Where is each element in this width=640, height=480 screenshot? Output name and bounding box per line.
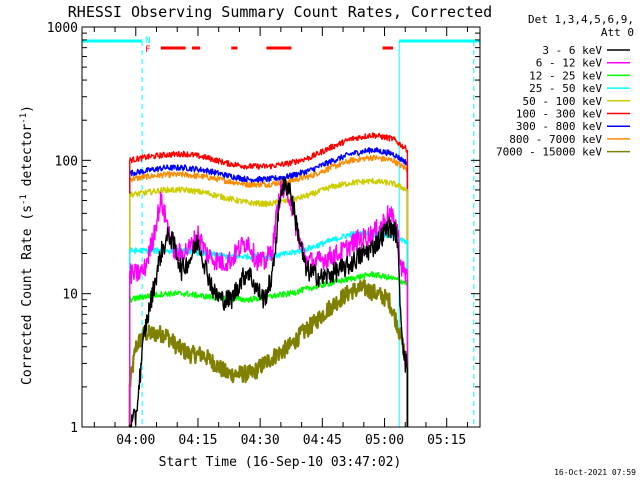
legend-label-2: 12 - 25 keV	[529, 69, 602, 82]
y-axis-label-sup1: -1	[19, 194, 29, 205]
legend-label-7: 800 - 7000 keV	[509, 133, 602, 146]
y-tick-label-0: 1	[70, 421, 78, 436]
legend-label-1: 6 - 12 keV	[536, 57, 603, 70]
legend-label-8: 7000 - 15000 keV	[496, 146, 602, 159]
legend-label-5: 100 - 300 keV	[516, 108, 602, 121]
flare-flag-label: F	[145, 45, 150, 55]
x-tick-label-1: 04:15	[178, 433, 217, 448]
y-axis-label-sup2: -1	[19, 113, 29, 124]
y-tick-label-2: 100	[55, 154, 78, 169]
legend-label-4: 50 - 100 keV	[523, 95, 603, 108]
y-axis-label-mid: detector	[20, 124, 35, 195]
legend-label-0: 3 - 6 keV	[542, 44, 602, 57]
night-flag-label: N	[145, 36, 150, 46]
x-tick-label-4: 05:00	[365, 433, 404, 448]
x-tick-label-5: 05:15	[427, 433, 466, 448]
x-tick-label-0: 04:00	[116, 433, 155, 448]
series-line-5	[128, 132, 409, 427]
y-axis-label: Corrected Count Rate (s-1 detector-1)	[19, 105, 35, 385]
series-line-7	[128, 154, 409, 427]
chart-title: RHESSI Observing Summary Count Rates, Co…	[68, 3, 492, 21]
y-axis-label-end: )	[20, 105, 35, 113]
y-axis-label-main: Corrected Count Rate (s	[20, 205, 35, 385]
x-tick-label-3: 04:45	[303, 433, 342, 448]
legend-header-line1: Det 1,3,4,5,6,9,	[528, 13, 634, 26]
series-line-6	[128, 146, 409, 427]
legend-label-3: 25 - 50 keV	[529, 82, 602, 95]
plot-axes: 1 10 100 1000 04:00 04:15 04:30 04:45 05:00 05:15	[47, 21, 481, 448]
series-line-0	[128, 177, 409, 428]
series-line-8	[128, 279, 409, 427]
legend-header-line2: Att 0	[601, 26, 634, 39]
plot-area: NF	[82, 36, 480, 428]
x-axis-label: Start Time (16-Sep-10 03:47:02)	[159, 455, 402, 470]
series-line-2	[128, 271, 409, 427]
legend-label-6: 300 - 800 keV	[516, 120, 602, 133]
plot-timestamp: 16-Oct-2021 07:59	[554, 468, 636, 477]
y-tick-label-3: 1000	[47, 21, 78, 36]
y-tick-label-1: 10	[62, 288, 78, 303]
series-line-4	[128, 177, 409, 427]
x-tick-label-2: 04:30	[241, 433, 280, 448]
